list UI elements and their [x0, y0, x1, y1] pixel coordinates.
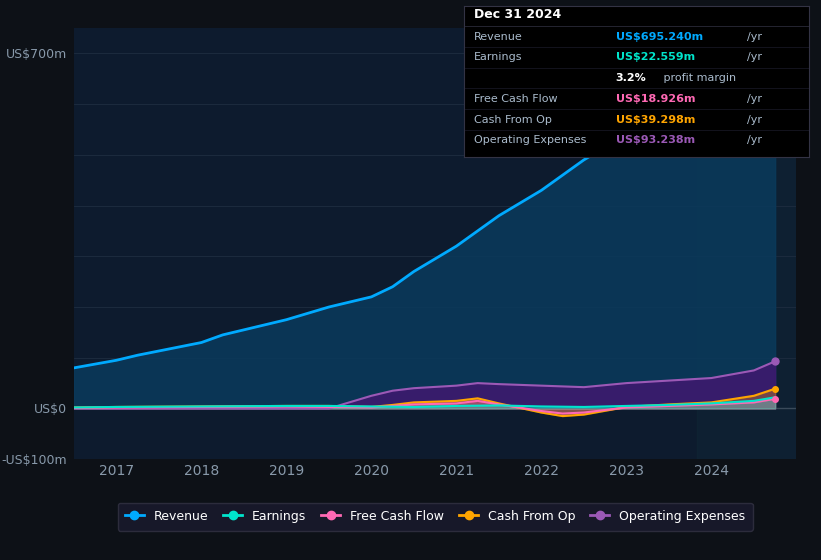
Text: US$18.926m: US$18.926m [616, 94, 695, 104]
Text: Revenue: Revenue [475, 32, 523, 41]
Text: /yr: /yr [746, 114, 762, 124]
Text: US$22.559m: US$22.559m [616, 53, 695, 62]
Text: profit margin: profit margin [660, 73, 736, 83]
Text: US$39.298m: US$39.298m [616, 114, 695, 124]
Text: Operating Expenses: Operating Expenses [475, 135, 586, 145]
Text: /yr: /yr [746, 94, 762, 104]
Text: Cash From Op: Cash From Op [475, 114, 552, 124]
Legend: Revenue, Earnings, Free Cash Flow, Cash From Op, Operating Expenses: Revenue, Earnings, Free Cash Flow, Cash … [117, 502, 753, 530]
Text: US$93.238m: US$93.238m [616, 135, 695, 145]
Text: /yr: /yr [746, 135, 762, 145]
Text: Earnings: Earnings [475, 53, 523, 62]
Text: Dec 31 2024: Dec 31 2024 [475, 8, 562, 21]
Bar [697, 28, 796, 459]
Text: 3.2%: 3.2% [616, 73, 646, 83]
Text: /yr: /yr [746, 32, 762, 41]
Text: /yr: /yr [746, 53, 762, 62]
Text: Free Cash Flow: Free Cash Flow [475, 94, 557, 104]
Text: US$695.240m: US$695.240m [616, 32, 703, 41]
